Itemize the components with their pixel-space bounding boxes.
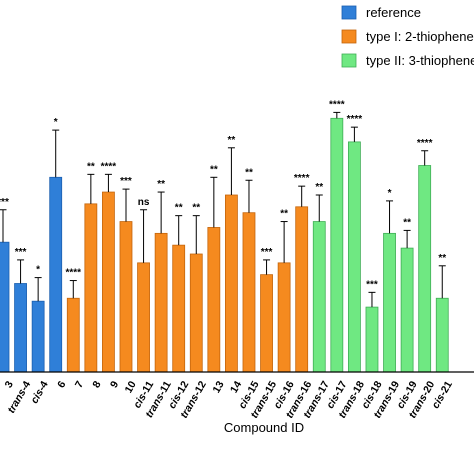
significance-cis-12: ** xyxy=(175,203,183,214)
bar-cis-15 xyxy=(242,212,256,373)
x-tick-10: 10 xyxy=(123,379,139,395)
legend-swatch-0 xyxy=(341,5,357,20)
bar-9 xyxy=(102,191,115,373)
significance-trans-20: **** xyxy=(417,138,433,149)
significance-8: ** xyxy=(87,161,95,172)
x-tick-13: 13 xyxy=(210,379,226,395)
significance-trans-11: ** xyxy=(157,179,165,190)
significance-trans-4: *** xyxy=(15,247,27,258)
bar-trans-15 xyxy=(260,274,273,373)
bar-cis-12 xyxy=(172,244,186,373)
legend: reference type I: 2-thiophene type II: 3-t… xyxy=(341,5,474,68)
legend-label-2: type II: 3-thiophene xyxy=(366,53,474,68)
bar-7 xyxy=(66,297,80,373)
x-tick-9: 9 xyxy=(108,379,121,390)
x-tick-3: 3 xyxy=(3,379,16,390)
bar-cis-21 xyxy=(435,297,449,373)
significance-trans-12: ** xyxy=(192,203,200,214)
significance-cis-15: ** xyxy=(245,167,253,178)
legend-swatch-1 xyxy=(341,29,357,44)
x-tick-8: 8 xyxy=(90,379,103,390)
significance-7: **** xyxy=(65,268,81,279)
bar-13 xyxy=(207,227,221,373)
significance-trans-15: *** xyxy=(261,247,273,258)
error-bars-layer xyxy=(0,111,446,308)
significance-14: ** xyxy=(228,135,236,146)
bar-3 xyxy=(0,241,10,373)
bar-6 xyxy=(49,176,63,373)
significance-10: *** xyxy=(120,176,132,187)
bar-cis-18 xyxy=(365,306,379,373)
significance-trans-16: **** xyxy=(294,173,310,184)
bar-trans-17 xyxy=(312,221,326,373)
significance-cis-11: ns xyxy=(138,197,150,208)
bars-layer xyxy=(0,117,449,373)
significance-13: ** xyxy=(210,164,218,175)
legend-swatch-2 xyxy=(341,53,357,68)
bar-trans-20 xyxy=(418,165,432,373)
x-tick-cis-4: cis-4 xyxy=(29,379,51,406)
bar-trans-16 xyxy=(295,206,309,373)
significance-3: *** xyxy=(0,197,9,208)
bar-cis-16 xyxy=(277,262,291,373)
bar-trans-18 xyxy=(347,141,361,373)
significance-cis-18: *** xyxy=(366,279,378,290)
significance-labels-layer: *********************ns*****************… xyxy=(0,99,446,290)
bar-cis-11 xyxy=(137,262,150,373)
x-tick-6: 6 xyxy=(55,379,68,390)
x-tick-14: 14 xyxy=(228,379,244,395)
significance-6: * xyxy=(54,117,58,128)
bar-trans-4 xyxy=(14,283,27,373)
x-tick-7: 7 xyxy=(73,379,86,390)
legend-label-1: type I: 2-thiophene xyxy=(366,29,474,44)
bar-cis-4 xyxy=(31,300,45,373)
bar-cis-17 xyxy=(330,117,344,373)
bar-trans-11 xyxy=(154,232,168,373)
bar-8 xyxy=(84,203,98,373)
significance-cis-17: **** xyxy=(329,99,345,110)
significance-trans-17: ** xyxy=(315,182,323,193)
bar-trans-19 xyxy=(383,232,396,373)
bar-10 xyxy=(119,221,133,373)
legend-label-0: reference xyxy=(366,5,421,20)
significance-cis-19: ** xyxy=(403,217,411,228)
significance-cis-4: * xyxy=(36,265,40,276)
significance-cis-21: ** xyxy=(438,253,446,264)
significance-9: **** xyxy=(101,161,117,172)
x-axis-title: Compound ID xyxy=(224,420,304,435)
significance-cis-16: ** xyxy=(280,209,288,220)
significance-trans-18: **** xyxy=(347,114,363,125)
bar-cis-19 xyxy=(400,247,414,373)
significance-trans-19: * xyxy=(388,188,392,199)
bar-trans-12 xyxy=(189,253,203,373)
bar-14 xyxy=(225,194,238,373)
